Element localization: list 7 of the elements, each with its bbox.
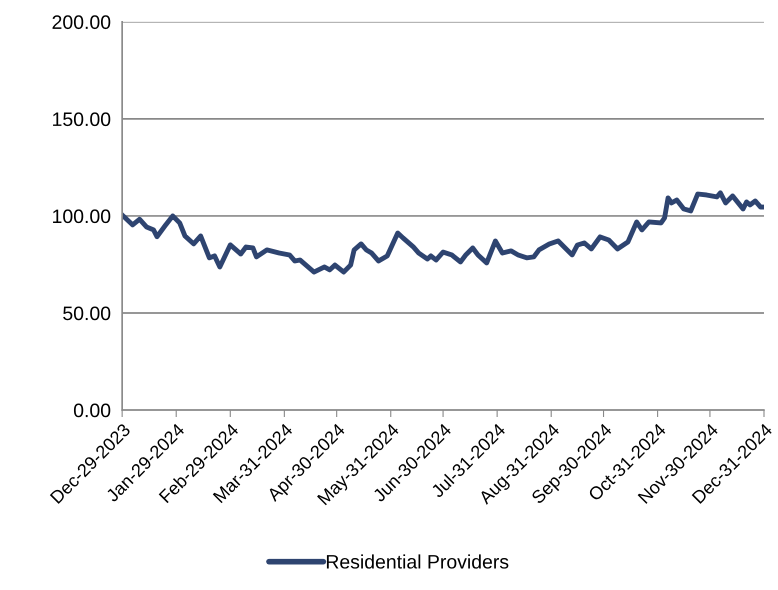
y-tick-label: 150.00 bbox=[53, 112, 110, 126]
y-tick-label: 50.00 bbox=[63, 306, 110, 320]
y-tick-label: 100.00 bbox=[53, 209, 110, 224]
y-tick-label: 0.00 bbox=[74, 404, 110, 418]
legend-label: Residential Providers bbox=[326, 554, 508, 569]
line-series bbox=[122, 190, 764, 274]
y-tick-label: 200.00 bbox=[52, 15, 110, 30]
